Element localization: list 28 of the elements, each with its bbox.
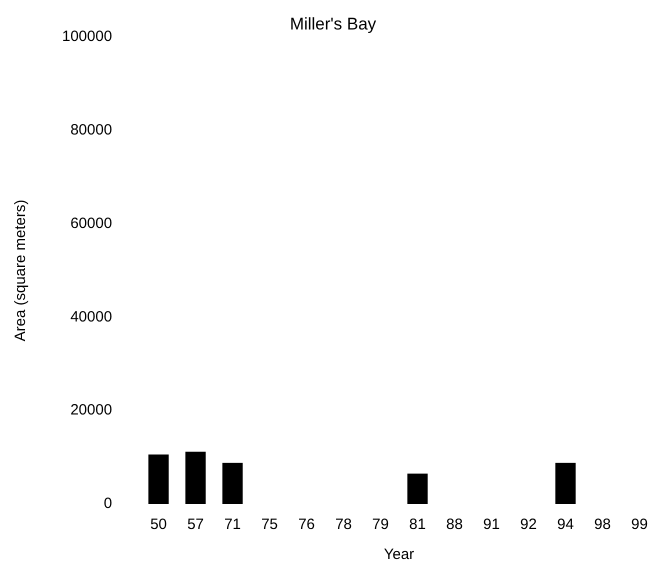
x-tick-label: 88 <box>446 516 463 534</box>
y-tick-label: 100000 <box>62 28 112 46</box>
bar <box>185 452 206 504</box>
x-tick-label: 75 <box>261 516 278 534</box>
y-tick-label: 60000 <box>70 214 112 232</box>
y-axis-title: Area (square meters) <box>12 200 30 342</box>
x-tick-label: 79 <box>372 516 389 534</box>
x-tick-label: 57 <box>187 516 204 534</box>
x-tick-label: 92 <box>520 516 537 534</box>
x-tick-label: 94 <box>557 516 574 534</box>
x-tick-label: 98 <box>594 516 611 534</box>
x-tick-label: 78 <box>335 516 352 534</box>
bar <box>222 462 243 504</box>
y-tick-label: 80000 <box>70 122 112 139</box>
y-tick-label: 40000 <box>70 308 112 326</box>
y-tick-label: 20000 <box>70 402 112 419</box>
y-tick-label: 0 <box>104 495 112 512</box>
bar <box>148 454 169 504</box>
x-tick-label: 99 <box>631 516 648 534</box>
x-tick-label: 76 <box>298 516 315 534</box>
x-tick-label: 71 <box>224 516 241 534</box>
bar <box>407 474 428 504</box>
bar <box>555 462 576 504</box>
x-tick-label: 91 <box>483 516 500 534</box>
x-axis-title: Year <box>384 546 414 564</box>
chart-title: Miller's Bay <box>290 14 377 34</box>
x-tick-label: 81 <box>409 516 426 534</box>
x-tick-label: 50 <box>150 516 167 534</box>
